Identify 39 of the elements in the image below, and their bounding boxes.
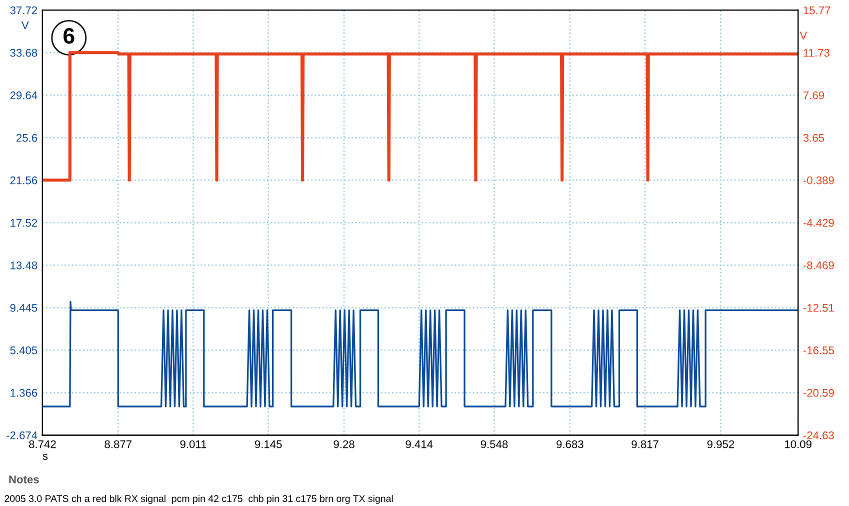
x-tick-label: 9.952 <box>707 440 734 448</box>
y2-tick-label: 3.65 <box>803 134 824 142</box>
y-tick-label: 25.6 <box>16 134 38 142</box>
y2-tick-label: -0.389 <box>803 176 834 184</box>
y-tick-label: 29.64 <box>10 91 38 100</box>
y2-tick-label: -24.63 <box>803 431 834 440</box>
text: 2005 3.0 PATS ch a red blk RX signal pcm pin 42 c175 chb pin 31 c175 brn org TX signal <box>4 494 393 504</box>
y-tick-label: 9.445 <box>10 304 38 312</box>
y2-tick-label: -20.59 <box>803 388 834 397</box>
x-tick-label: 9.145 <box>254 440 282 448</box>
x-tick-label: 9.28 <box>334 440 354 448</box>
y2-tick-label: -4.429 <box>803 218 834 227</box>
y-axis-title: V <box>21 21 29 30</box>
x-tick-label: 9.011 <box>180 440 206 448</box>
y2-tick-label: -16.55 <box>803 346 834 354</box>
x-axis-title: s <box>42 454 48 460</box>
y2-tick-label: 15.77 <box>804 6 830 14</box>
y-tick-label: 5.405 <box>10 346 38 354</box>
x-tick-label: 10.09 <box>785 440 812 448</box>
x-tick-label: 8.742 <box>29 440 56 448</box>
x-tick-label: 9.683 <box>556 440 584 448</box>
x-tick-label: 9.414 <box>406 440 433 448</box>
x-tick-label: 9.817 <box>632 440 658 448</box>
y-tick-label: 37.72 <box>10 6 38 14</box>
y2-tick-label: 11.73 <box>804 48 830 57</box>
y2-tick-label: -8.469 <box>803 261 834 270</box>
y-tick-label: 13.48 <box>10 261 38 270</box>
y-tick-label: 21.56 <box>10 176 38 184</box>
text: Notes <box>9 476 39 484</box>
y2-axis-title: V <box>800 32 808 40</box>
y2-tick-label: 7.69 <box>803 91 824 100</box>
y-tick-label: 1.366 <box>10 388 38 397</box>
x-tick-label: 9.548 <box>480 440 508 448</box>
x-tick-label: 8.877 <box>104 440 132 448</box>
y-tick-label: 17.52 <box>10 218 38 227</box>
y2-tick-label: -12.51 <box>803 304 834 312</box>
y-tick-label: -2.674 <box>6 431 38 440</box>
y-tick-label: 33.68 <box>10 48 38 57</box>
annotation: 6 <box>64 28 74 44</box>
